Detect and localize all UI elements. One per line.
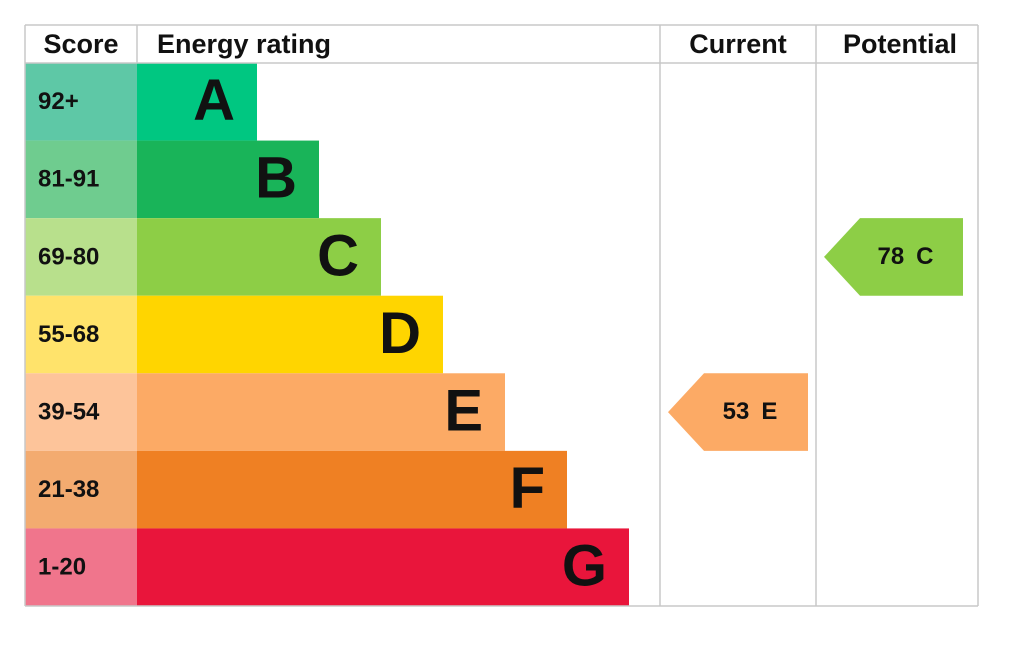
rating-bar [137, 295, 443, 374]
rating-bar [137, 140, 319, 219]
rating-bar [137, 373, 505, 451]
potential-indicator: 78 C [824, 218, 963, 296]
rating-letter: E [444, 378, 483, 443]
rating-letter: F [510, 456, 545, 521]
indicator-label: 53 E [723, 398, 778, 425]
indicator-value: 53 [723, 398, 750, 425]
score-cell [25, 450, 137, 529]
score-cell [25, 373, 137, 451]
rating-letter: D [379, 301, 421, 366]
score-cell [25, 528, 137, 606]
score-label: 1-20 [38, 554, 86, 581]
score-label: 21-38 [38, 476, 99, 503]
score-cell [25, 140, 137, 219]
score-label: 69-80 [38, 243, 99, 270]
rating-bar [137, 450, 567, 529]
rating-letter: C [317, 223, 359, 288]
indicator-arrow [668, 373, 808, 451]
score-cell [25, 295, 137, 374]
score-cell [25, 218, 137, 296]
rating-bar [137, 218, 381, 296]
header-rating: Energy rating [157, 29, 331, 59]
score-label: 39-54 [38, 398, 100, 425]
rating-letter: A [193, 68, 235, 133]
header-current: Current [689, 29, 787, 59]
rating-letter: B [255, 146, 297, 211]
rating-bar [137, 528, 629, 606]
header-score: Score [43, 29, 118, 59]
score-label: 55-68 [38, 321, 99, 348]
indicator-letter: C [916, 243, 933, 270]
score-label: 92+ [38, 88, 79, 115]
score-cell [25, 63, 137, 141]
indicator-value: 78 [877, 243, 904, 270]
rating-letter: G [562, 534, 607, 599]
score-label: 81-91 [38, 166, 99, 193]
rating-bar [137, 63, 257, 141]
current-indicator: 53 E [668, 373, 808, 451]
indicator-label: 78 C [877, 243, 933, 270]
indicator-letter: E [761, 398, 777, 425]
indicator-arrow [824, 218, 963, 296]
header-potential: Potential [843, 29, 957, 59]
